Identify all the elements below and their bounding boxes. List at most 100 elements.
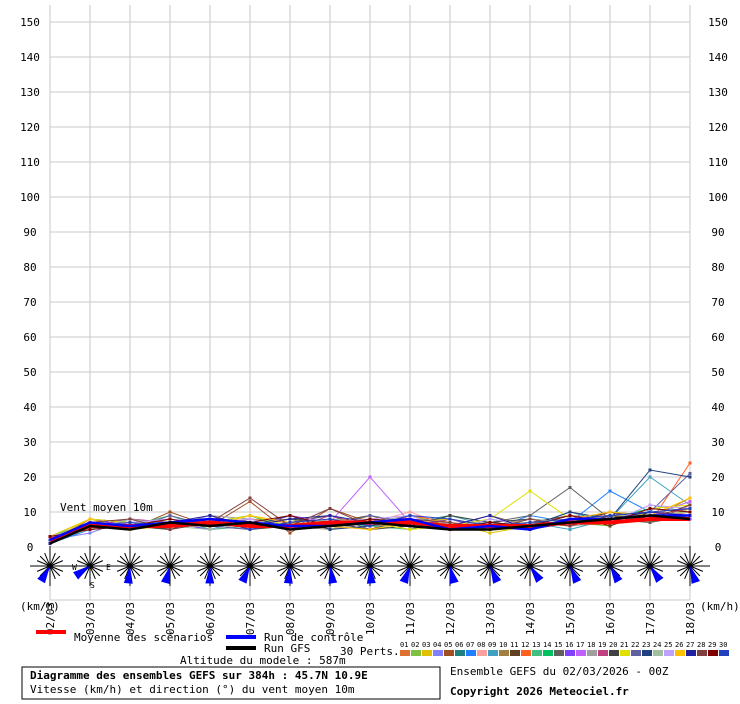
x-tick-label: 07/03 <box>244 602 257 635</box>
point <box>408 514 412 517</box>
perturbation-swatch <box>455 650 465 656</box>
point <box>48 535 52 538</box>
perturbation-swatch <box>400 650 410 656</box>
y-tick-label: 30 <box>711 436 724 449</box>
point <box>688 507 692 510</box>
y-unit: (km/h) <box>700 600 740 613</box>
point <box>528 514 532 517</box>
info-box <box>21 666 441 700</box>
point <box>208 514 212 517</box>
point <box>368 528 372 531</box>
perturbation-name: 06 <box>455 641 463 649</box>
perturbation-swatch <box>708 650 718 656</box>
altitude: Altitude du modele : 587m <box>180 654 346 667</box>
run-info: Ensemble GEFS du 02/03/2026 - 00Z <box>450 665 669 678</box>
perturbation-name: 11 <box>510 641 518 649</box>
x-tick-label: 09/03 <box>324 602 337 635</box>
perturbation-name: 13 <box>532 641 540 649</box>
point <box>648 510 652 514</box>
perturbation-name: 20 <box>609 641 617 649</box>
legend-label: Run GFS <box>264 642 310 655</box>
y-tick-label: 140 <box>708 51 728 64</box>
point <box>688 496 692 500</box>
y-tick-label: 60 <box>711 331 724 344</box>
point <box>648 507 652 510</box>
perturbation-name: 27 <box>686 641 694 649</box>
point <box>448 517 452 521</box>
perturbation-swatch <box>565 650 575 656</box>
y-tick-label: 120 <box>20 121 40 134</box>
wind-direction <box>610 566 623 584</box>
wind-direction <box>450 566 459 584</box>
perturbation-swatch <box>510 650 520 656</box>
point <box>248 496 252 500</box>
perturbation-name: 10 <box>499 641 507 649</box>
perturbation-swatch <box>686 650 696 656</box>
point <box>488 521 492 524</box>
y-tick-label: 120 <box>708 121 728 134</box>
x-tick-label: 14/03 <box>524 602 537 635</box>
point <box>288 517 292 521</box>
x-tick-label: 06/03 <box>204 602 217 635</box>
box-title: Diagramme des ensembles GEFS sur 384h : … <box>30 669 368 682</box>
x-tick-label: 10/03 <box>364 602 377 635</box>
point <box>248 500 252 503</box>
point <box>128 521 132 524</box>
point <box>648 503 652 507</box>
perturbation-swatch <box>532 650 542 656</box>
point <box>328 507 332 510</box>
perturbation-name: 28 <box>697 641 705 649</box>
point <box>488 531 492 535</box>
y-tick-label: 110 <box>708 156 728 169</box>
wind-direction <box>490 566 502 584</box>
y-tick-label: 0 <box>715 541 722 554</box>
y-tick-label: 10 <box>711 506 724 519</box>
y-tick-label: 100 <box>708 191 728 204</box>
perturbation-swatch <box>543 650 553 656</box>
perturbation-swatch <box>642 650 652 656</box>
y-tick-label: 80 <box>711 261 724 274</box>
y-unit: (km/h) <box>20 600 60 613</box>
point <box>408 510 412 514</box>
wind-direction <box>328 566 338 584</box>
perturbation-swatch <box>697 650 707 656</box>
perturbation-swatch <box>620 650 630 656</box>
point <box>368 524 372 528</box>
wind-direction <box>690 566 700 584</box>
point <box>688 475 692 479</box>
point <box>328 528 332 531</box>
wind-direction <box>366 566 376 584</box>
point <box>248 528 252 531</box>
perturbations-label: 30 Perts. <box>340 645 400 658</box>
y-tick-label: 10 <box>23 506 36 519</box>
y-tick-label: 150 <box>708 16 728 29</box>
point <box>328 517 332 521</box>
point <box>88 517 92 521</box>
wind-direction <box>238 566 250 584</box>
x-tick-label: 12/03 <box>444 602 457 635</box>
perturbation-name: 04 <box>433 641 441 649</box>
point <box>328 514 332 517</box>
y-tick-label: 40 <box>711 401 724 414</box>
wind-direction <box>399 566 410 584</box>
y-tick-label: 100 <box>20 191 40 204</box>
y-tick-label: 70 <box>711 296 724 309</box>
perturbation-swatch <box>444 650 454 656</box>
wind-direction <box>123 566 133 584</box>
perturbation-name: 15 <box>554 641 562 649</box>
point <box>168 517 172 521</box>
point <box>568 528 572 531</box>
point <box>608 510 612 514</box>
point <box>448 521 452 524</box>
point <box>688 503 692 507</box>
point <box>688 461 692 465</box>
perturbation-swatch <box>719 650 729 656</box>
perturbation-name: 09 <box>488 641 496 649</box>
x-tick-label: 03/03 <box>84 602 97 635</box>
point <box>368 514 372 517</box>
wind-direction <box>205 566 215 584</box>
x-tick-label: 18/03 <box>684 602 697 635</box>
wind-direction <box>73 566 90 580</box>
legend-label: Moyenne des scénarios <box>74 631 213 644</box>
y-tick-label: 50 <box>711 366 724 379</box>
